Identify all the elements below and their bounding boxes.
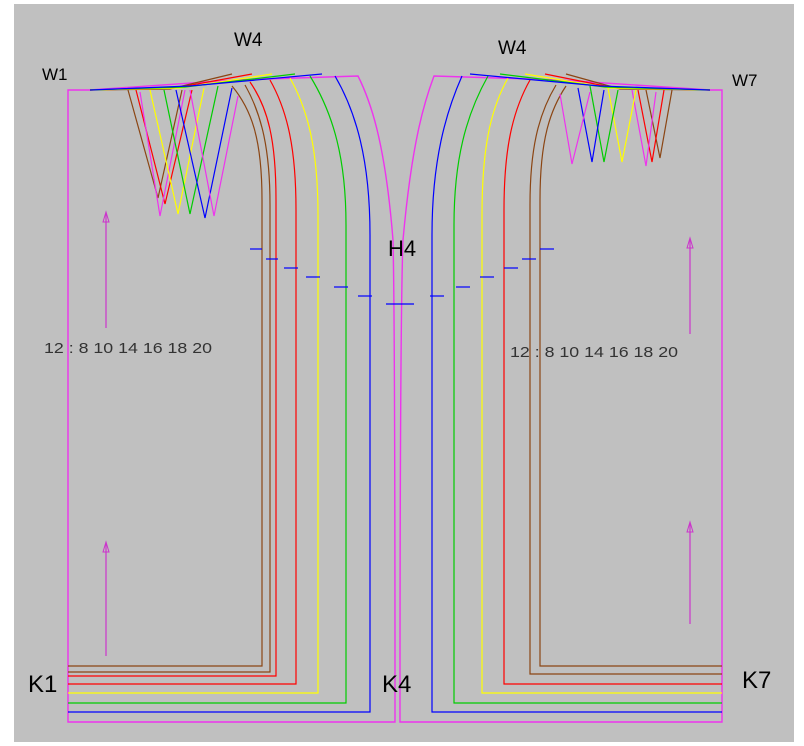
left-dart-magenta xyxy=(139,89,186,217)
grainline-arrow xyxy=(102,540,110,656)
right-grade-line-size-14 xyxy=(481,77,722,694)
right-grade-line-size-8b xyxy=(529,84,722,675)
left-grade-line-size-16 xyxy=(68,75,347,704)
grainline-arrow xyxy=(686,236,694,334)
point-label-k4: K4 xyxy=(382,671,411,698)
point-label-k7: K7 xyxy=(742,667,771,694)
right-waistline-blue xyxy=(469,73,711,91)
right-pattern-piece xyxy=(399,73,723,723)
left-dart-green xyxy=(163,85,219,215)
size-caption-right: 12 : 8 10 14 16 18 20 xyxy=(510,344,678,361)
right-piece-outline xyxy=(399,75,723,723)
right-dart-magenta xyxy=(631,89,657,167)
right-dart-red xyxy=(637,89,665,163)
left-grade-line-size-10 xyxy=(68,81,277,677)
left-grade-line-size-10b xyxy=(68,79,297,685)
right-dart-magenta-outer xyxy=(559,91,591,165)
hip-notch-marks xyxy=(250,248,554,305)
right-dart-green xyxy=(589,85,619,163)
grainline-arrows xyxy=(102,210,694,656)
right-dart-blue xyxy=(577,87,605,163)
left-dart-blue xyxy=(175,87,233,219)
left-dart-yellow xyxy=(149,87,205,215)
right-dart-brown xyxy=(645,89,673,159)
right-grade-line-size-18 xyxy=(431,75,722,713)
right-dart-yellow xyxy=(607,87,637,163)
left-grade-line-size-8 xyxy=(68,85,263,667)
point-label-w1: W1 xyxy=(42,65,68,84)
point-label-k1: K1 xyxy=(28,671,57,698)
left-piece-outline xyxy=(67,75,396,723)
left-waistline-blue xyxy=(89,73,323,91)
left-grade-line-size-14 xyxy=(68,77,319,694)
grainline-arrow xyxy=(686,520,694,624)
grainline-arrow xyxy=(102,210,110,328)
point-label-w7: W7 xyxy=(732,71,758,90)
left-dart-brown xyxy=(127,89,183,199)
left-pattern-piece xyxy=(67,73,396,723)
right-grade-line-size-10 xyxy=(503,79,722,685)
right-grade-line-size-16 xyxy=(453,75,722,704)
point-label-w4-left: W4 xyxy=(234,30,263,51)
left-grade-line-size-8b xyxy=(68,84,271,673)
point-label-w4-right: W4 xyxy=(498,38,527,59)
drawing-area xyxy=(14,4,794,742)
left-grade-line-size-18 xyxy=(68,75,371,713)
size-caption-left: 12 : 8 10 14 16 18 20 xyxy=(44,340,212,357)
left-dart-magenta-outer xyxy=(189,89,239,217)
point-label-h4: H4 xyxy=(388,236,416,261)
